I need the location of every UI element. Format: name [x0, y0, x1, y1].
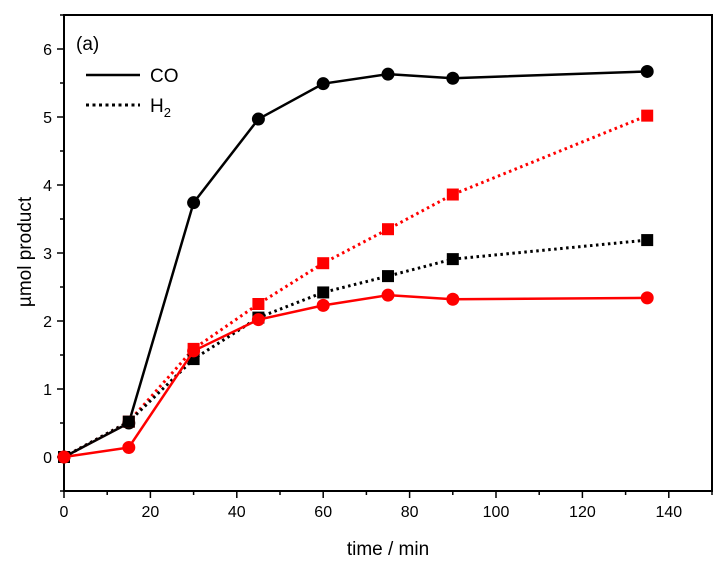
series-line	[63, 114, 648, 459]
x-tick-label: 20	[142, 504, 160, 521]
data-point	[57, 450, 71, 464]
data-point	[187, 196, 201, 210]
y-tick-label: 0	[43, 450, 52, 467]
y-tick-label: 5	[43, 110, 52, 127]
series-co-black-	[57, 64, 654, 464]
data-point	[316, 77, 330, 91]
y-tick-label: 1	[43, 382, 52, 399]
y-tick-label: 2	[43, 314, 52, 331]
data-point	[251, 112, 265, 126]
series-h2-black-	[58, 234, 654, 463]
data-point	[382, 223, 394, 236]
series-layer	[57, 64, 654, 464]
data-point	[446, 253, 459, 266]
data-point	[251, 313, 265, 327]
legend-label-subscript: 2	[164, 105, 171, 120]
y-axis-label: µmol product	[15, 196, 36, 307]
data-point	[446, 188, 459, 201]
data-point	[640, 291, 654, 305]
data-point	[122, 415, 135, 428]
data-point	[640, 64, 654, 78]
data-point	[446, 292, 460, 306]
legend: CO H2	[86, 66, 179, 120]
data-point	[252, 298, 265, 310]
data-point	[641, 234, 654, 247]
x-tick-label: 120	[569, 504, 596, 521]
axes: 0 20 40 60 80 100 120 140 0 1 2 3 4 5 6	[43, 14, 713, 521]
panel-label: (a)	[76, 34, 99, 55]
data-point	[317, 257, 330, 270]
data-point	[187, 344, 201, 358]
legend-label: CO	[150, 66, 179, 87]
data-point	[317, 286, 330, 299]
legend-label: H2	[150, 96, 171, 120]
data-point	[446, 71, 460, 85]
series-co-red-	[57, 288, 654, 464]
x-tick-label: 60	[314, 504, 332, 521]
x-tick-label: 40	[228, 504, 246, 521]
data-point	[382, 270, 394, 283]
data-point	[381, 67, 395, 81]
series-line	[63, 70, 648, 459]
x-tick-label: 0	[60, 504, 69, 521]
series-h2-red-	[58, 109, 654, 463]
x-tick-label: 100	[483, 504, 510, 521]
y-tick-label: 6	[43, 42, 52, 59]
series-line	[63, 293, 648, 459]
data-point	[122, 440, 136, 454]
x-tick-label: 140	[655, 504, 682, 521]
data-point	[641, 109, 654, 122]
data-point	[381, 288, 395, 302]
y-tick-label: 3	[43, 246, 52, 263]
series-line	[63, 238, 648, 459]
y-tick-label: 4	[43, 178, 52, 195]
x-axis-label: time / min	[347, 539, 429, 560]
data-point	[316, 298, 330, 312]
x-tick-label: 80	[401, 504, 419, 521]
